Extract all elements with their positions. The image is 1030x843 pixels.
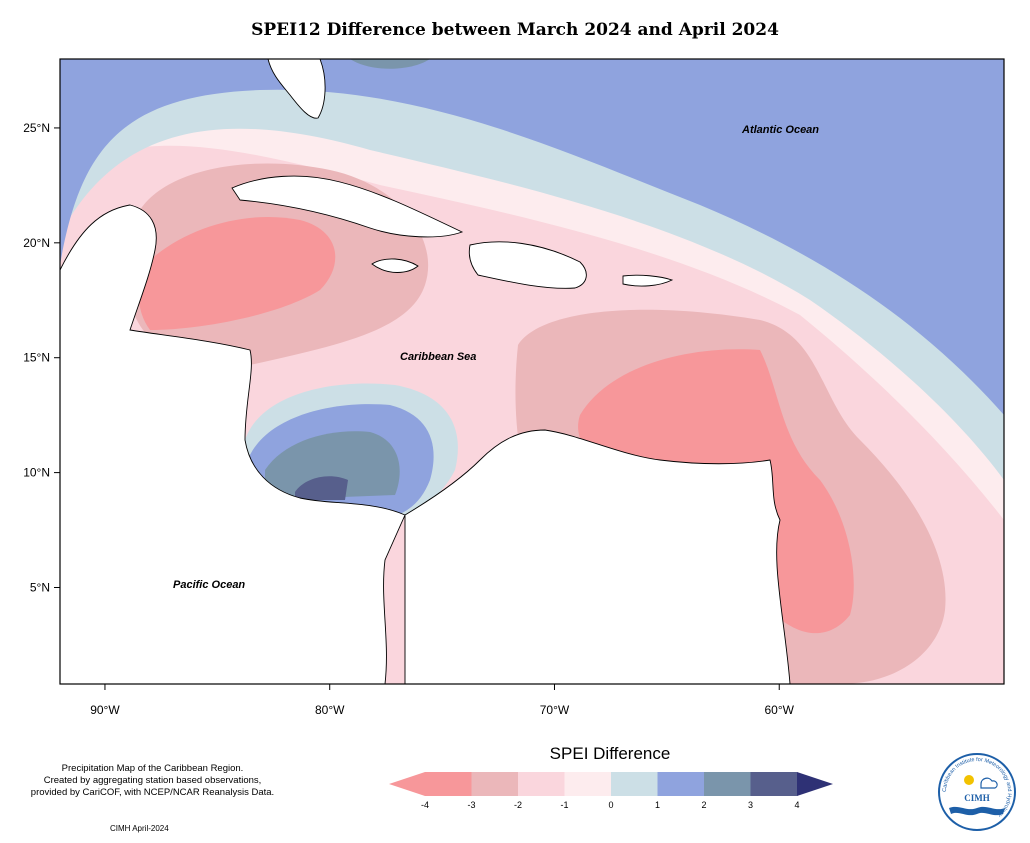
- spei-band-2-to-3-north: [350, 59, 430, 69]
- legend-swatch: [518, 772, 565, 796]
- legend-swatch: [750, 772, 798, 796]
- legend-tick-label: 3: [748, 800, 753, 810]
- legend-tick-label: -4: [421, 800, 429, 810]
- cuba-land: [231, 175, 464, 238]
- jamaica-land: [371, 258, 419, 273]
- map-frame: [59, 58, 1005, 685]
- legend-tick-label: -2: [514, 800, 522, 810]
- lon-tick-label: 80°W: [315, 703, 345, 717]
- legend-swatch: [471, 772, 519, 796]
- spei-band-2-to-3-south: [265, 431, 400, 500]
- spei-band-above-3-south: [295, 476, 348, 500]
- axis-ticks: 90°W 80°W 70°W 60°W 25°N 20°N 15°N 10°N 5°N: [23, 121, 794, 717]
- logo-outer-ring: [938, 753, 1016, 831]
- lat-tick-label: 10°N: [23, 466, 50, 480]
- florida-land: [267, 59, 326, 119]
- pacific-ocean-label: Pacific Ocean: [173, 579, 245, 591]
- legend-low-arrow: [389, 772, 425, 796]
- logo-acronym: CIMH: [964, 793, 990, 803]
- footnote-line-1: Precipitation Map of the Caribbean Regio…: [61, 763, 244, 774]
- lon-tick-label: 60°W: [764, 703, 794, 717]
- legend-swatch: [611, 772, 658, 796]
- legend-swatch: [657, 772, 705, 796]
- legend-tick-label: -1: [560, 800, 568, 810]
- lat-tick-label: 5°N: [30, 580, 50, 594]
- spei-band-1-to-2: [60, 59, 1004, 415]
- wave-icon: [949, 806, 1005, 816]
- legend-swatch: [564, 772, 612, 796]
- credit-text: CIMH April-2024: [110, 824, 169, 833]
- lat-tick-label: 25°N: [23, 121, 50, 135]
- puerto-rico-land: [622, 274, 674, 287]
- lat-tick-label: 15°N: [23, 351, 50, 365]
- legend-colorbar: -4 -3 -2 -1 0 1 2 3 4: [389, 772, 833, 810]
- cloud-icon: [980, 777, 998, 789]
- hispaniola-land: [468, 241, 587, 289]
- legend-tick-label: -3: [467, 800, 475, 810]
- map-title: SPEI12 Difference between March 2024 and…: [251, 20, 779, 40]
- legend-tick-label: 4: [794, 800, 799, 810]
- footnote: Precipitation Map of the Caribbean Regio…: [10, 763, 295, 799]
- caribbean-sea-label: Caribbean Sea: [400, 351, 476, 363]
- spei-band-below-minus-3-west: [138, 216, 336, 330]
- sun-icon: [964, 775, 974, 785]
- lon-tick-label: 70°W: [540, 703, 570, 717]
- atlantic-ocean-label: Atlantic Ocean: [741, 124, 819, 136]
- legend-tick-label: 2: [701, 800, 706, 810]
- legend-tick-label: 0: [608, 800, 613, 810]
- footnote-line-3: provided by CariCOF, with NCEP/NCAR Rean…: [30, 787, 275, 798]
- lat-tick-label: 20°N: [23, 236, 50, 250]
- south-america-land: [404, 429, 791, 684]
- footnote-line-2: Created by aggregating station based obs…: [43, 775, 262, 786]
- legend-high-arrow: [797, 772, 833, 796]
- legend-swatch: [425, 772, 472, 796]
- lon-tick-label: 90°W: [90, 703, 120, 717]
- legend-title: SPEI Difference: [549, 744, 671, 763]
- land-masses: [60, 59, 791, 684]
- legend-swatch: [704, 772, 751, 796]
- cimh-logo: Caribbean Institute for Meteorology and …: [938, 753, 1016, 831]
- legend-tick-label: 1: [655, 800, 660, 810]
